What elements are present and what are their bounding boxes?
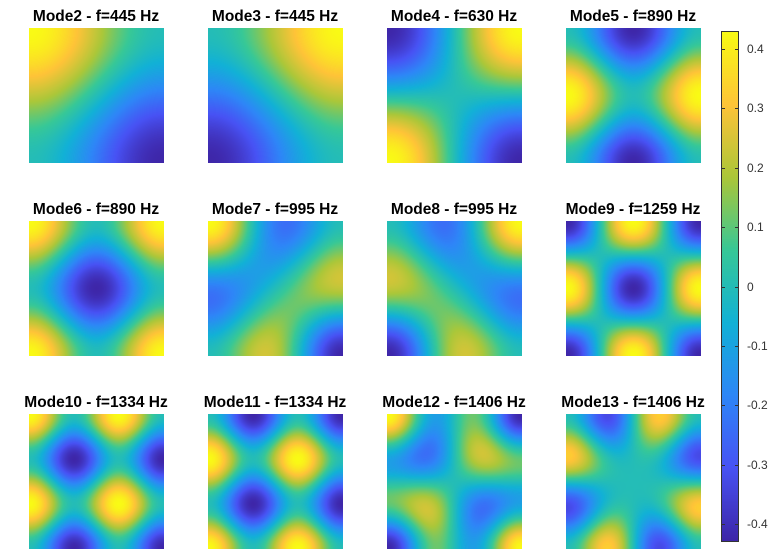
colorbar-tick-mark (735, 168, 739, 169)
mode-heatmap (208, 414, 343, 549)
colorbar-tick-mark (721, 168, 725, 169)
panel-title: Mode13 - f=1406 Hz (561, 394, 705, 411)
colorbar-tick-mark (721, 405, 725, 406)
colorbar-tick-label: -0.2 (747, 398, 768, 412)
colorbar-tick-mark (735, 524, 739, 525)
colorbar-tick-mark (735, 108, 739, 109)
colorbar-tick-mark (735, 346, 739, 347)
colorbar-tick-label: 0.1 (747, 220, 764, 234)
colorbar-tick-mark (721, 108, 725, 109)
mode-heatmap (566, 221, 701, 356)
mode-heatmap (208, 28, 343, 163)
panel-title: Mode7 - f=995 Hz (211, 201, 339, 218)
mode-heatmap (387, 28, 522, 163)
mode-heatmap (29, 28, 164, 163)
panel-title: Mode8 - f=995 Hz (390, 201, 518, 218)
colorbar-tick-mark (721, 524, 725, 525)
colorbar-tick-mark (735, 227, 739, 228)
colorbar-tick-mark (721, 49, 725, 50)
colorbar-tick-mark (721, 227, 725, 228)
panel-title: Mode11 - f=1334 Hz (203, 394, 347, 411)
colorbar-tick-label: 0.2 (747, 161, 764, 175)
colorbar-tick-label: -0.3 (747, 458, 768, 472)
mode-heatmap (387, 221, 522, 356)
panel-title: Mode2 - f=445 Hz (32, 8, 160, 25)
colorbar (721, 31, 739, 542)
colorbar-tick-label: 0 (747, 280, 754, 294)
panel-title: Mode10 - f=1334 Hz (24, 394, 168, 411)
panel-title: Mode6 - f=890 Hz (32, 201, 160, 218)
panel-title: Mode12 - f=1406 Hz (382, 394, 526, 411)
colorbar-tick-mark (735, 49, 739, 50)
panel-title: Mode3 - f=445 Hz (211, 8, 339, 25)
colorbar-tick-mark (721, 287, 725, 288)
mode-heatmap (566, 28, 701, 163)
mode-heatmap (566, 414, 701, 549)
colorbar-tick-label: -0.4 (747, 517, 768, 531)
colorbar-tick-mark (735, 405, 739, 406)
mode-heatmap (387, 414, 522, 549)
colorbar-tick-label: 0.4 (747, 42, 764, 56)
colorbar-tick-mark (721, 346, 725, 347)
colorbar-tick-mark (721, 465, 725, 466)
colorbar-tick-mark (735, 465, 739, 466)
mode-heatmap (29, 414, 164, 549)
mode-heatmap (208, 221, 343, 356)
colorbar-tick-mark (735, 287, 739, 288)
panel-title: Mode4 - f=630 Hz (390, 8, 518, 25)
colorbar-tick-label: 0.3 (747, 101, 764, 115)
panel-title: Mode5 - f=890 Hz (569, 8, 697, 25)
colorbar-tick-label: -0.1 (747, 339, 768, 353)
mode-heatmap (29, 221, 164, 356)
panel-title: Mode9 - f=1259 Hz (565, 201, 701, 218)
